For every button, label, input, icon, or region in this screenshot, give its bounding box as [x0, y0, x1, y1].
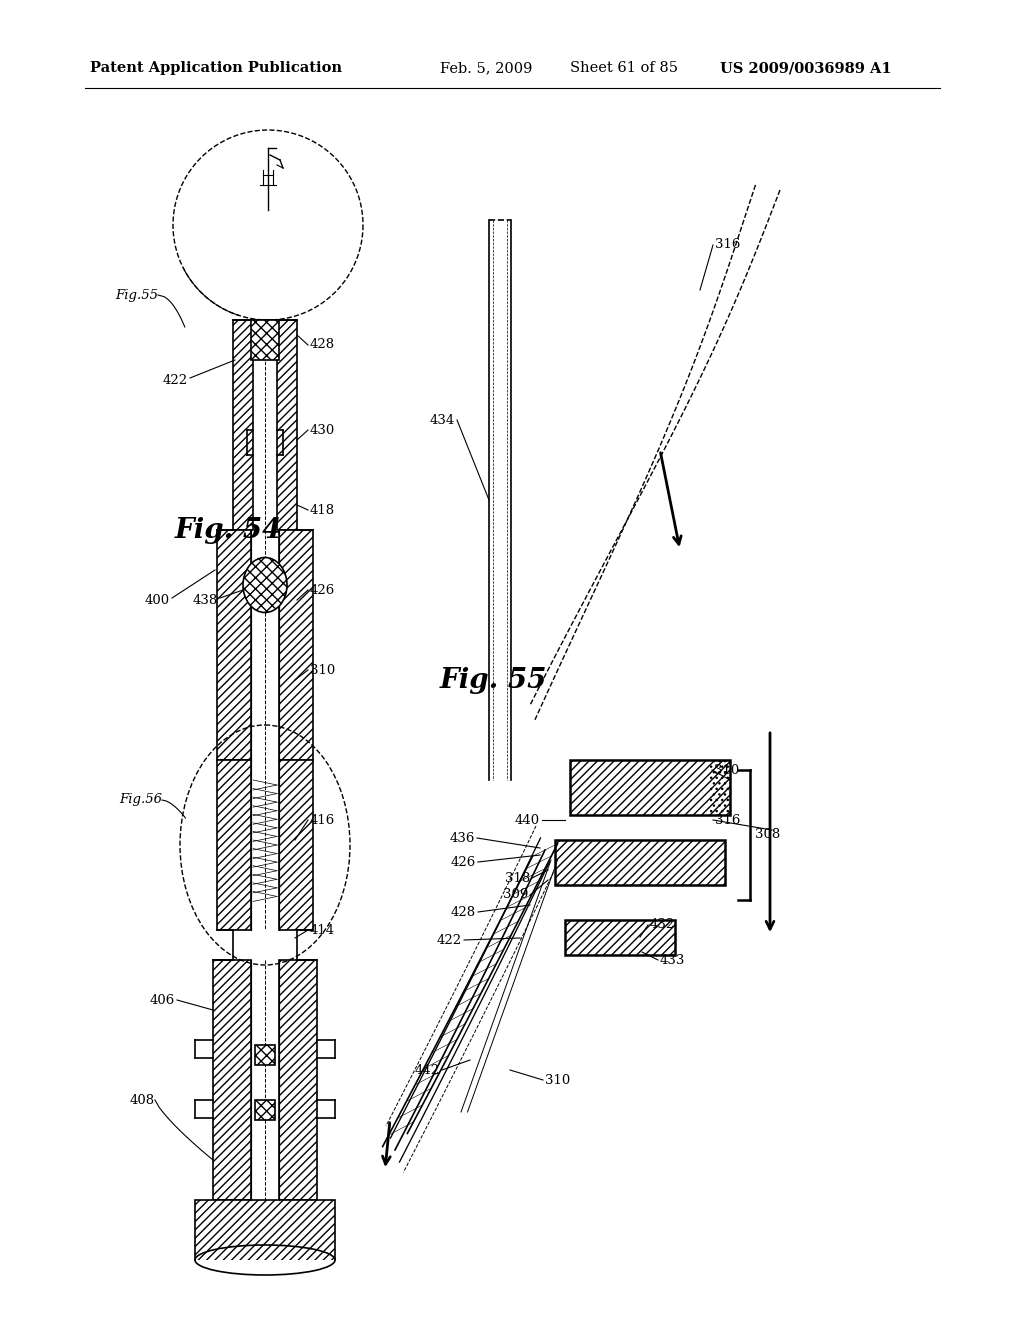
Bar [217, 531, 251, 760]
Text: 316: 316 [715, 239, 740, 252]
Bar [278, 319, 297, 531]
Text: 316: 316 [715, 813, 740, 826]
Bar [217, 531, 251, 760]
Bar [255, 1045, 275, 1065]
Text: 408: 408 [130, 1093, 155, 1106]
Bar [233, 319, 253, 531]
Bar [217, 760, 251, 931]
Text: 440: 440 [515, 813, 540, 826]
Bar [213, 960, 251, 1200]
Bar [255, 1045, 275, 1065]
Bar [279, 531, 313, 760]
Bar [279, 531, 313, 760]
Text: 414: 414 [310, 924, 335, 936]
Text: 436: 436 [450, 832, 475, 845]
Text: 310: 310 [310, 664, 335, 676]
Bar [565, 920, 675, 954]
Ellipse shape [243, 557, 287, 612]
Text: 428: 428 [451, 906, 476, 919]
Bar [278, 319, 297, 531]
Text: 426: 426 [451, 855, 476, 869]
Text: 310: 310 [714, 763, 739, 776]
Bar [251, 319, 279, 360]
Bar [279, 760, 313, 931]
Bar [195, 1200, 335, 1261]
Text: 428: 428 [310, 338, 335, 351]
Text: 400: 400 [144, 594, 170, 606]
Bar [279, 760, 313, 931]
Text: 422: 422 [163, 374, 188, 387]
Bar [255, 1100, 275, 1119]
Text: 433: 433 [660, 953, 685, 966]
Text: 438: 438 [193, 594, 218, 606]
Bar [279, 960, 317, 1200]
Text: Fig. 54: Fig. 54 [175, 516, 283, 544]
Text: 416: 416 [310, 813, 335, 826]
Text: 422: 422 [437, 933, 462, 946]
Text: 308: 308 [755, 829, 780, 842]
Ellipse shape [195, 1245, 335, 1275]
Bar [233, 319, 253, 531]
Bar [565, 920, 675, 954]
Text: 309: 309 [503, 888, 528, 902]
Text: Feb. 5, 2009: Feb. 5, 2009 [440, 61, 532, 75]
Bar [213, 960, 251, 1200]
Bar [279, 960, 317, 1200]
Text: 432: 432 [650, 919, 675, 932]
Text: Sheet 61 of 85: Sheet 61 of 85 [570, 61, 678, 75]
Text: 442: 442 [415, 1064, 440, 1077]
Bar [251, 319, 279, 360]
Bar [555, 840, 725, 884]
Bar [710, 760, 730, 814]
Text: 310: 310 [545, 1073, 570, 1086]
Bar [570, 760, 730, 814]
Bar [555, 840, 725, 884]
Text: 418: 418 [310, 503, 335, 516]
Bar [217, 760, 251, 931]
Bar [195, 1200, 335, 1261]
Bar [570, 760, 730, 814]
Text: 426: 426 [310, 583, 335, 597]
Text: 430: 430 [310, 424, 335, 437]
Text: Fig. 55: Fig. 55 [440, 667, 548, 693]
Text: US 2009/0036989 A1: US 2009/0036989 A1 [720, 61, 892, 75]
Text: 406: 406 [150, 994, 175, 1006]
Text: 318: 318 [505, 871, 530, 884]
Text: Fig.56: Fig.56 [119, 793, 162, 807]
Text: 434: 434 [430, 413, 455, 426]
Text: Fig.55: Fig.55 [115, 289, 158, 301]
Bar [255, 1100, 275, 1119]
Text: Patent Application Publication: Patent Application Publication [90, 61, 342, 75]
